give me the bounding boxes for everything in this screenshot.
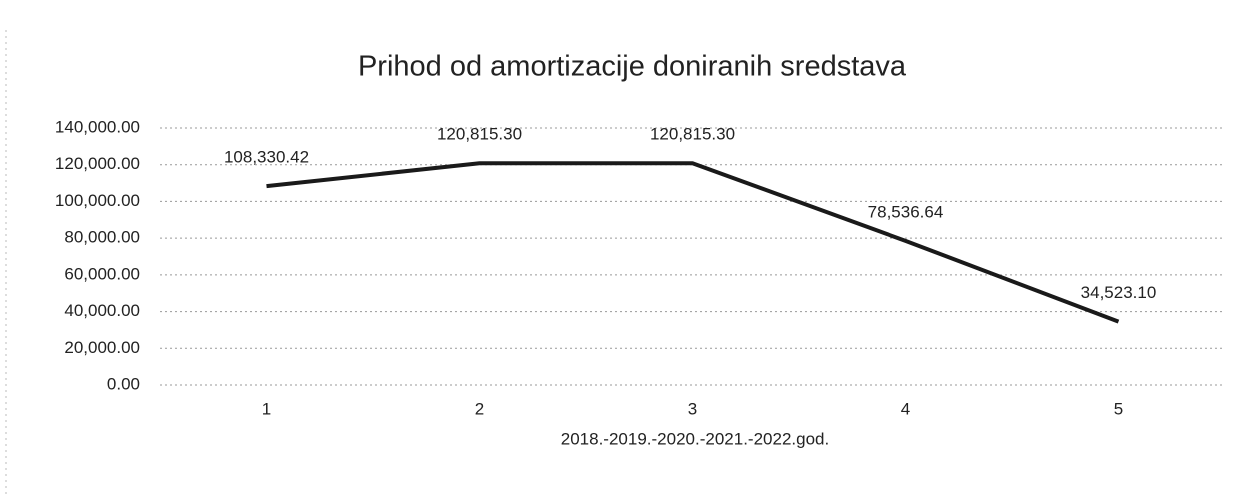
data-label: 120,815.30 <box>650 125 735 144</box>
x-axis-label: 2018.-2019.-2020.-2021.-2022.god. <box>561 429 829 448</box>
data-line <box>266 161 1120 324</box>
chart-title: Prihod od amortizacije doniranih sredsta… <box>358 51 907 83</box>
x-tick-label: 5 <box>1114 399 1123 418</box>
x-tick-label: 1 <box>262 399 271 418</box>
data-label: 108,330.42 <box>224 148 309 167</box>
y-tick-label: 20,000.00 <box>64 338 140 357</box>
data-label: 78,536.64 <box>868 202 944 221</box>
y-tick-label: 100,000.00 <box>55 191 140 210</box>
y-tick-label: 0.00 <box>107 374 140 393</box>
y-tick-label: 80,000.00 <box>64 228 140 247</box>
y-tick-label: 40,000.00 <box>64 301 140 320</box>
x-tick-label: 2 <box>475 399 484 418</box>
x-tick-label: 3 <box>688 399 697 418</box>
data-label: 120,815.30 <box>437 125 522 144</box>
x-tick-label: 4 <box>901 399 910 418</box>
y-tick-label: 120,000.00 <box>55 154 140 173</box>
y-tick-label: 60,000.00 <box>64 264 140 283</box>
data-label: 34,523.10 <box>1081 283 1157 302</box>
y-tick-label: 140,000.00 <box>55 117 140 136</box>
